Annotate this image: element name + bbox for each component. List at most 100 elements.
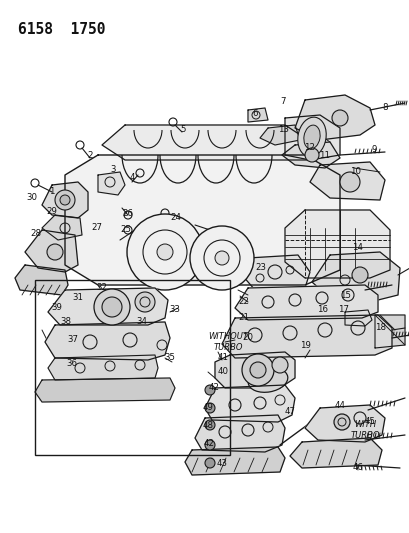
Text: 5: 5 [180,125,185,134]
Text: 39: 39 [52,303,62,311]
Polygon shape [344,310,371,326]
Polygon shape [294,95,374,140]
Text: 30: 30 [27,192,37,201]
Text: 29: 29 [47,207,57,216]
Polygon shape [214,352,294,388]
Polygon shape [311,252,399,302]
Ellipse shape [247,368,287,392]
Text: 7: 7 [280,98,285,107]
Circle shape [102,297,122,317]
Polygon shape [35,378,175,402]
Text: 47: 47 [284,408,295,416]
Polygon shape [184,447,284,475]
Text: 40: 40 [217,367,228,376]
Polygon shape [98,172,125,195]
Text: 25: 25 [120,225,131,235]
Circle shape [214,251,229,265]
Polygon shape [304,405,384,442]
Text: 48: 48 [202,421,213,430]
Text: 37: 37 [67,335,78,344]
Text: 9: 9 [371,146,376,155]
Circle shape [204,440,214,450]
Text: 42: 42 [208,384,219,392]
Polygon shape [289,438,381,468]
Text: 1: 1 [49,188,55,197]
Text: 13: 13 [278,125,289,134]
Polygon shape [42,182,88,218]
Circle shape [157,244,173,260]
Text: 44: 44 [334,400,345,409]
Text: 19: 19 [299,341,310,350]
Text: 17: 17 [338,305,348,314]
Polygon shape [25,230,78,272]
Text: 32: 32 [96,284,107,293]
Text: 2: 2 [87,150,92,159]
Polygon shape [234,285,377,320]
Polygon shape [65,155,339,285]
Circle shape [204,420,214,430]
Circle shape [304,148,318,162]
Circle shape [60,195,70,205]
Text: 45: 45 [364,417,375,426]
Polygon shape [374,315,404,348]
Text: 49: 49 [202,403,213,413]
Text: 28: 28 [30,230,41,238]
Text: 27: 27 [91,223,102,232]
Text: 38: 38 [61,318,71,327]
Circle shape [331,110,347,126]
Text: 14: 14 [352,244,363,253]
Circle shape [271,357,287,373]
Circle shape [333,414,349,430]
Circle shape [204,385,214,395]
Text: 26: 26 [122,208,133,217]
Polygon shape [204,385,294,422]
Circle shape [127,214,202,290]
Text: 6158  1750: 6158 1750 [18,22,105,37]
Polygon shape [48,355,157,380]
Circle shape [204,403,214,413]
Polygon shape [281,142,339,168]
Text: 31: 31 [72,294,83,303]
Polygon shape [284,210,389,278]
Bar [35,280,229,455]
Circle shape [241,354,273,386]
Ellipse shape [297,117,326,157]
Circle shape [55,190,75,210]
Ellipse shape [303,125,319,149]
Text: 41: 41 [217,353,228,362]
Text: 46: 46 [352,464,363,472]
Polygon shape [42,215,82,240]
Polygon shape [284,115,339,160]
Text: 22: 22 [238,297,249,306]
Polygon shape [45,322,170,360]
Text: 18: 18 [375,324,386,333]
Text: 12: 12 [304,143,315,152]
Text: 15: 15 [339,292,351,301]
Circle shape [339,172,359,192]
Polygon shape [15,265,68,295]
Circle shape [189,226,254,290]
Circle shape [94,289,130,325]
Polygon shape [102,125,307,160]
Text: 21: 21 [238,313,249,322]
Circle shape [351,267,367,283]
Text: 20: 20 [242,334,253,343]
Text: 36: 36 [66,359,77,367]
Text: 6: 6 [252,109,257,117]
Text: 35: 35 [164,353,175,362]
Text: 34: 34 [136,318,147,327]
Text: 43: 43 [216,458,227,467]
Polygon shape [309,162,384,200]
Circle shape [47,244,63,260]
Text: 42: 42 [203,439,214,448]
Text: 10: 10 [350,167,361,176]
Text: 33: 33 [169,305,180,314]
Polygon shape [221,315,391,358]
Text: 23: 23 [255,263,266,272]
Polygon shape [195,415,284,452]
Polygon shape [48,288,168,325]
Text: 3: 3 [110,166,115,174]
Circle shape [135,292,155,312]
Polygon shape [247,108,267,122]
Text: 4: 4 [129,174,135,182]
